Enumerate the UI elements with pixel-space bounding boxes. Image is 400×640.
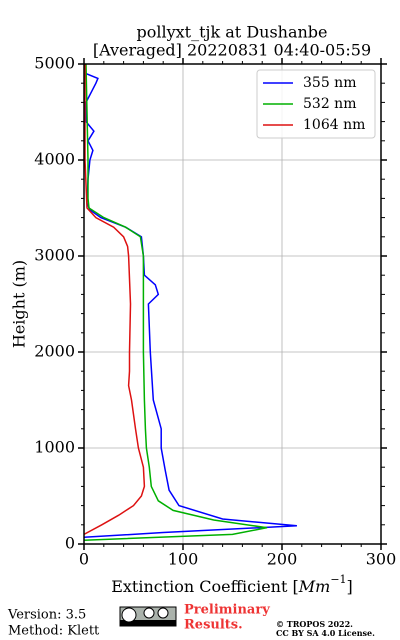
x-label-close: ]: [347, 577, 353, 596]
legend-label: 355 nm: [303, 75, 356, 91]
legend-box: [256, 69, 376, 139]
version: Version: 3.5: [7, 608, 86, 623]
legend-label: 1064 nm: [303, 117, 365, 133]
profile-line: [83, 64, 146, 536]
legend-label: 532 nm: [303, 96, 356, 112]
method: Method: Klett: [8, 624, 100, 639]
y-tick-label: 1000: [34, 438, 75, 457]
profile-line: [83, 63, 268, 541]
y-tick-label: 2000: [34, 342, 75, 361]
axes-frame: [83, 63, 382, 545]
copyright-line-2: CC BY SA 4.0 License.: [276, 628, 375, 638]
y-axis-label: Height (m): [10, 260, 29, 348]
cc-logo: [119, 606, 177, 627]
x-label-unit: Mm: [298, 577, 331, 596]
y-tick-label: 5000: [34, 54, 75, 73]
x-label-text: Extinction Coefficient [: [111, 577, 299, 596]
copyright-line-1: © TROPOS 2022.: [276, 619, 353, 629]
x-tick-label: 300: [366, 550, 397, 569]
y-tick-label: 3000: [34, 246, 75, 265]
x-tick-label: 200: [267, 550, 298, 569]
y-tick-label: 0: [65, 534, 75, 553]
status-line-1: Preliminary: [184, 603, 270, 618]
status-line-2: Results.: [184, 618, 243, 633]
x-label-exponent: −1: [330, 573, 346, 586]
x-tick-label: 100: [168, 550, 199, 569]
chart-title: pollyxt_tjk at Dushanbe: [136, 23, 327, 42]
chart-subtitle: [Averaged] 20220831 04:40-05:59: [93, 41, 371, 60]
x-tick-label: 0: [79, 550, 89, 569]
x-axis-label: Extinction Coefficient [Mm−1]: [111, 573, 353, 596]
y-tick-label: 4000: [34, 150, 75, 169]
